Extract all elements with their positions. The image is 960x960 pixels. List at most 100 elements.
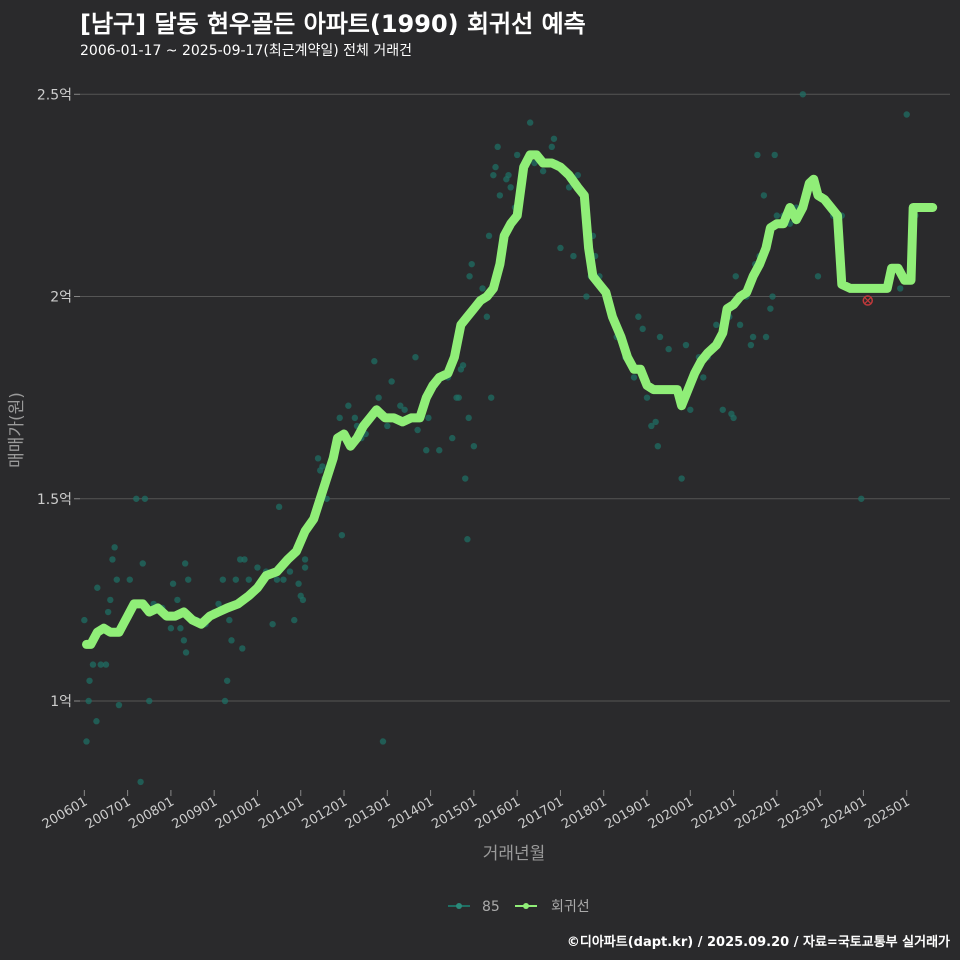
data-point: [713, 321, 720, 329]
data-point: [656, 333, 664, 341]
data-point: [565, 184, 573, 191]
data-point: [351, 414, 359, 422]
x-tick-label: 201901: [603, 794, 653, 832]
data-point: [513, 151, 521, 159]
data-point: [86, 677, 93, 684]
data-point: [754, 151, 761, 159]
data-point: [479, 285, 486, 292]
data-point: [548, 143, 555, 151]
highlight-marker-layer: [862, 295, 874, 306]
data-point: [897, 285, 904, 292]
data-point: [903, 111, 910, 118]
x-tick-label: 200801: [126, 794, 176, 832]
data-point: [397, 402, 404, 409]
y-tick-label: 2억: [50, 290, 72, 306]
data-point: [799, 91, 807, 98]
x-tick-label: 201701: [516, 794, 566, 832]
data-point: [137, 778, 144, 786]
x-tick-label: 202401: [819, 794, 869, 832]
data-point: [232, 576, 240, 583]
data-point: [177, 625, 184, 632]
data-point: [570, 252, 577, 260]
latest-trade-marker-cross: [864, 297, 872, 304]
data-point: [141, 495, 149, 502]
data-point: [423, 447, 430, 454]
data-point: [412, 353, 419, 361]
data-point: [345, 402, 352, 409]
data-point: [167, 625, 175, 632]
data-point: [301, 556, 309, 563]
data-point: [215, 600, 222, 608]
legend-label-line: 회귀선: [551, 899, 590, 915]
x-tick-label: 202101: [689, 794, 739, 832]
data-point: [583, 293, 590, 300]
x-tick-label: 201001: [213, 794, 263, 832]
data-point: [557, 244, 564, 252]
legend-line-swatch: [523, 903, 529, 909]
legend-item-line: 회귀선: [515, 899, 590, 915]
data-point: [180, 637, 188, 644]
x-tick-label: 201501: [429, 794, 479, 832]
y-axis: 1억 1.5억 2억 2.5억: [37, 87, 80, 710]
data-point: [115, 701, 123, 709]
data-point: [732, 273, 739, 280]
data-point: [314, 455, 322, 462]
data-point: [462, 475, 469, 482]
data-point: [275, 503, 283, 511]
x-tick-label: 201601: [473, 794, 523, 832]
data-point: [221, 697, 229, 705]
data-point: [295, 580, 302, 587]
data-point: [269, 620, 276, 628]
data-point: [687, 406, 694, 413]
data-point: [286, 568, 294, 575]
data-point: [630, 374, 638, 381]
x-tick-label: 200701: [83, 794, 133, 832]
data-point: [470, 442, 478, 450]
data-point: [93, 718, 100, 725]
x-axis-title: 거래년월: [483, 844, 546, 864]
data-point: [273, 576, 281, 583]
data-point: [550, 135, 558, 142]
data-point: [492, 163, 499, 171]
data-point: [814, 273, 822, 280]
data-point: [652, 418, 659, 426]
data-point: [539, 167, 547, 175]
data-point: [97, 661, 104, 668]
data-point: [459, 362, 467, 369]
data-point: [81, 616, 88, 624]
data-point: [449, 434, 456, 442]
data-point: [436, 447, 443, 454]
page-subtitle: 2006-01-17 ~ 2025-09-17(최근계약일) 전체 거래건: [80, 43, 412, 59]
data-point: [245, 576, 253, 583]
data-point: [665, 345, 672, 353]
data-point: [736, 321, 744, 329]
data-point: [371, 358, 378, 365]
data-point: [468, 260, 475, 268]
data-point: [174, 596, 181, 604]
data-point: [678, 475, 685, 482]
data-point: [169, 580, 177, 587]
x-tick-label: 202301: [776, 794, 826, 832]
data-point: [496, 192, 504, 199]
data-point: [301, 564, 309, 571]
data-point: [388, 378, 395, 385]
x-tick-label: 201301: [343, 794, 393, 832]
x-axis: 2006012007012008012009012010012011012012…: [40, 790, 913, 832]
data-point: [181, 560, 189, 567]
data-point: [338, 531, 346, 539]
x-tick-label: 200901: [170, 794, 220, 832]
data-point: [465, 414, 472, 422]
data-point: [401, 406, 408, 413]
data-point: [107, 596, 114, 604]
data-point: [494, 143, 501, 151]
data-point: [126, 576, 133, 583]
data-point: [109, 556, 116, 563]
data-point: [291, 616, 298, 624]
data-point: [654, 442, 662, 450]
data-point: [767, 305, 774, 312]
data-point: [747, 341, 755, 349]
data-point: [639, 325, 646, 333]
data-point: [146, 697, 153, 705]
data-point: [760, 192, 768, 199]
